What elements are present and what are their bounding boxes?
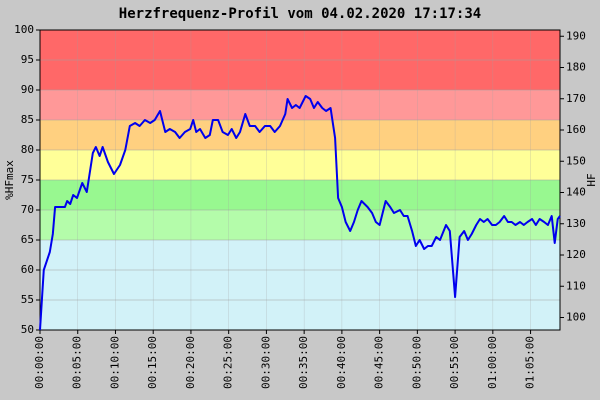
y2-tick-label: 130 — [566, 217, 586, 230]
x-tick-label: 01:05:00 — [524, 336, 537, 389]
y-tick-label: 100 — [14, 23, 34, 36]
x-tick-label: 00:40:00 — [335, 336, 348, 389]
y2-tick-label: 150 — [566, 154, 586, 167]
plot-frame — [39, 29, 561, 331]
y2-tick-label: 170 — [566, 92, 586, 105]
y2-tick-label: 110 — [566, 279, 586, 292]
y2-tick-label: 190 — [566, 29, 586, 42]
zone — [40, 210, 560, 240]
x-tick-label: 00:00:00 — [33, 336, 46, 389]
y2-tick-label: 180 — [566, 61, 586, 74]
y2-tick-label: 160 — [566, 123, 586, 136]
zone — [40, 240, 560, 330]
x-tick-label: 00:20:00 — [184, 336, 197, 389]
y2-tick-label: 140 — [566, 186, 586, 199]
chart-title: Herzfrequenz-Profil vom 04.02.2020 17:17… — [119, 6, 481, 22]
x-tick-label: 00:05:00 — [71, 336, 84, 389]
y-tick-label: 50 — [21, 323, 34, 336]
y-tick-label: 60 — [21, 263, 34, 276]
y-tick-label: 85 — [21, 113, 34, 126]
y-axis-label: %HFmax — [3, 160, 16, 200]
x-tick-label: 00:50:00 — [410, 336, 423, 389]
y-tick-label: 90 — [21, 83, 34, 96]
x-tick-label: 01:00:00 — [486, 336, 499, 389]
y2-axis-label: HF — [585, 173, 598, 186]
y-tick-label: 70 — [21, 203, 34, 216]
heart-rate-line — [39, 95, 561, 331]
x-tick-label: 00:15:00 — [146, 336, 159, 389]
y-tick-label: 95 — [21, 53, 34, 66]
y-tick-label: 65 — [21, 233, 34, 246]
x-tick-label: 00:25:00 — [222, 336, 235, 389]
y-tick-label: 55 — [21, 293, 34, 306]
x-tick-label: 00:10:00 — [108, 336, 121, 389]
y2-tick-label: 100 — [566, 311, 586, 324]
zone — [40, 180, 560, 210]
x-tick-label: 00:45:00 — [373, 336, 386, 389]
y2-tick-label: 120 — [566, 248, 586, 261]
y-tick-label: 75 — [21, 173, 34, 186]
x-tick-label: 00:55:00 — [448, 336, 461, 389]
zone — [40, 150, 560, 180]
x-tick-label: 00:30:00 — [259, 336, 272, 389]
y-tick-label: 80 — [21, 143, 34, 156]
zone — [40, 120, 560, 150]
x-tick-label: 00:35:00 — [297, 336, 310, 389]
zone — [40, 90, 560, 120]
